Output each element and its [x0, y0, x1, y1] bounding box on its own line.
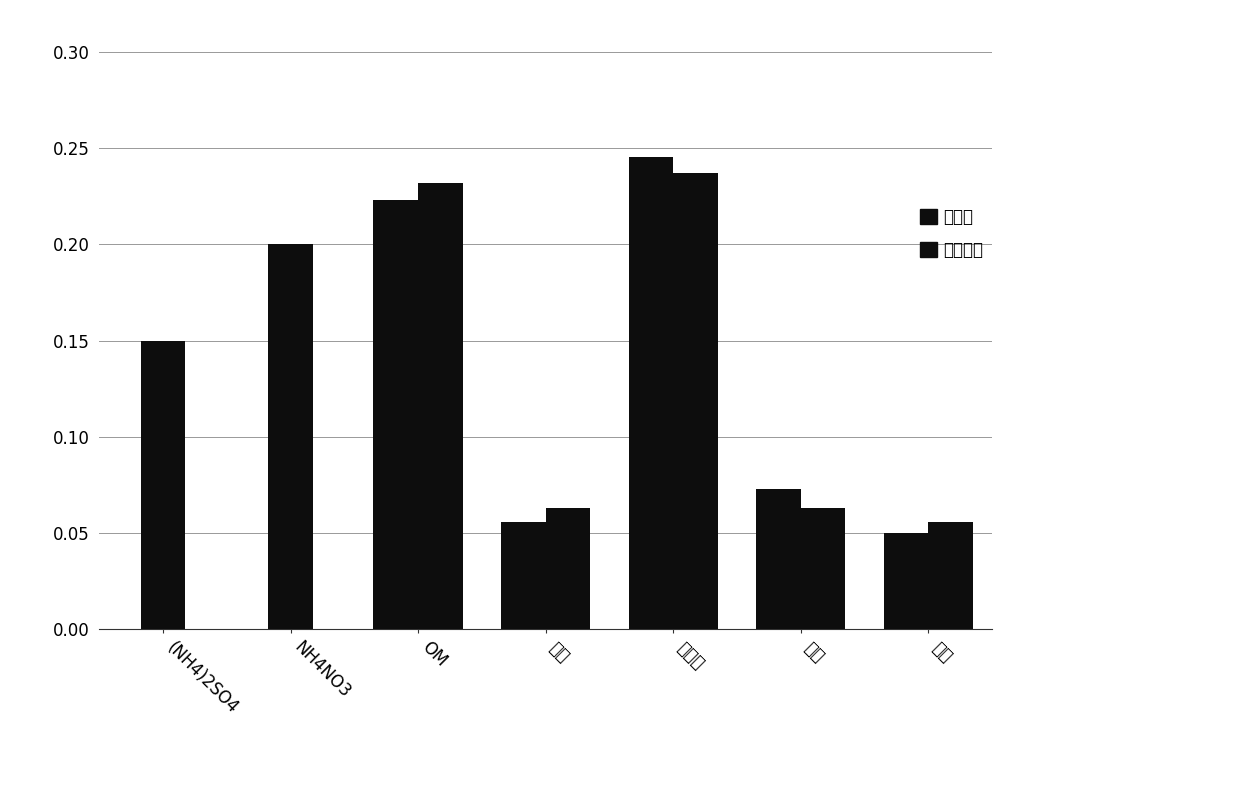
Bar	[140, 341, 185, 629]
Bar	[268, 245, 312, 629]
Bar	[673, 173, 718, 629]
Bar	[629, 157, 673, 629]
Bar	[501, 521, 546, 629]
Bar	[884, 533, 929, 629]
Bar	[801, 508, 846, 629]
Bar	[546, 508, 590, 629]
Bar	[929, 521, 973, 629]
Bar	[373, 200, 418, 629]
Bar	[418, 182, 463, 629]
Legend: 原子能, 监测中心: 原子能, 监测中心	[920, 208, 983, 259]
Bar	[756, 489, 801, 629]
